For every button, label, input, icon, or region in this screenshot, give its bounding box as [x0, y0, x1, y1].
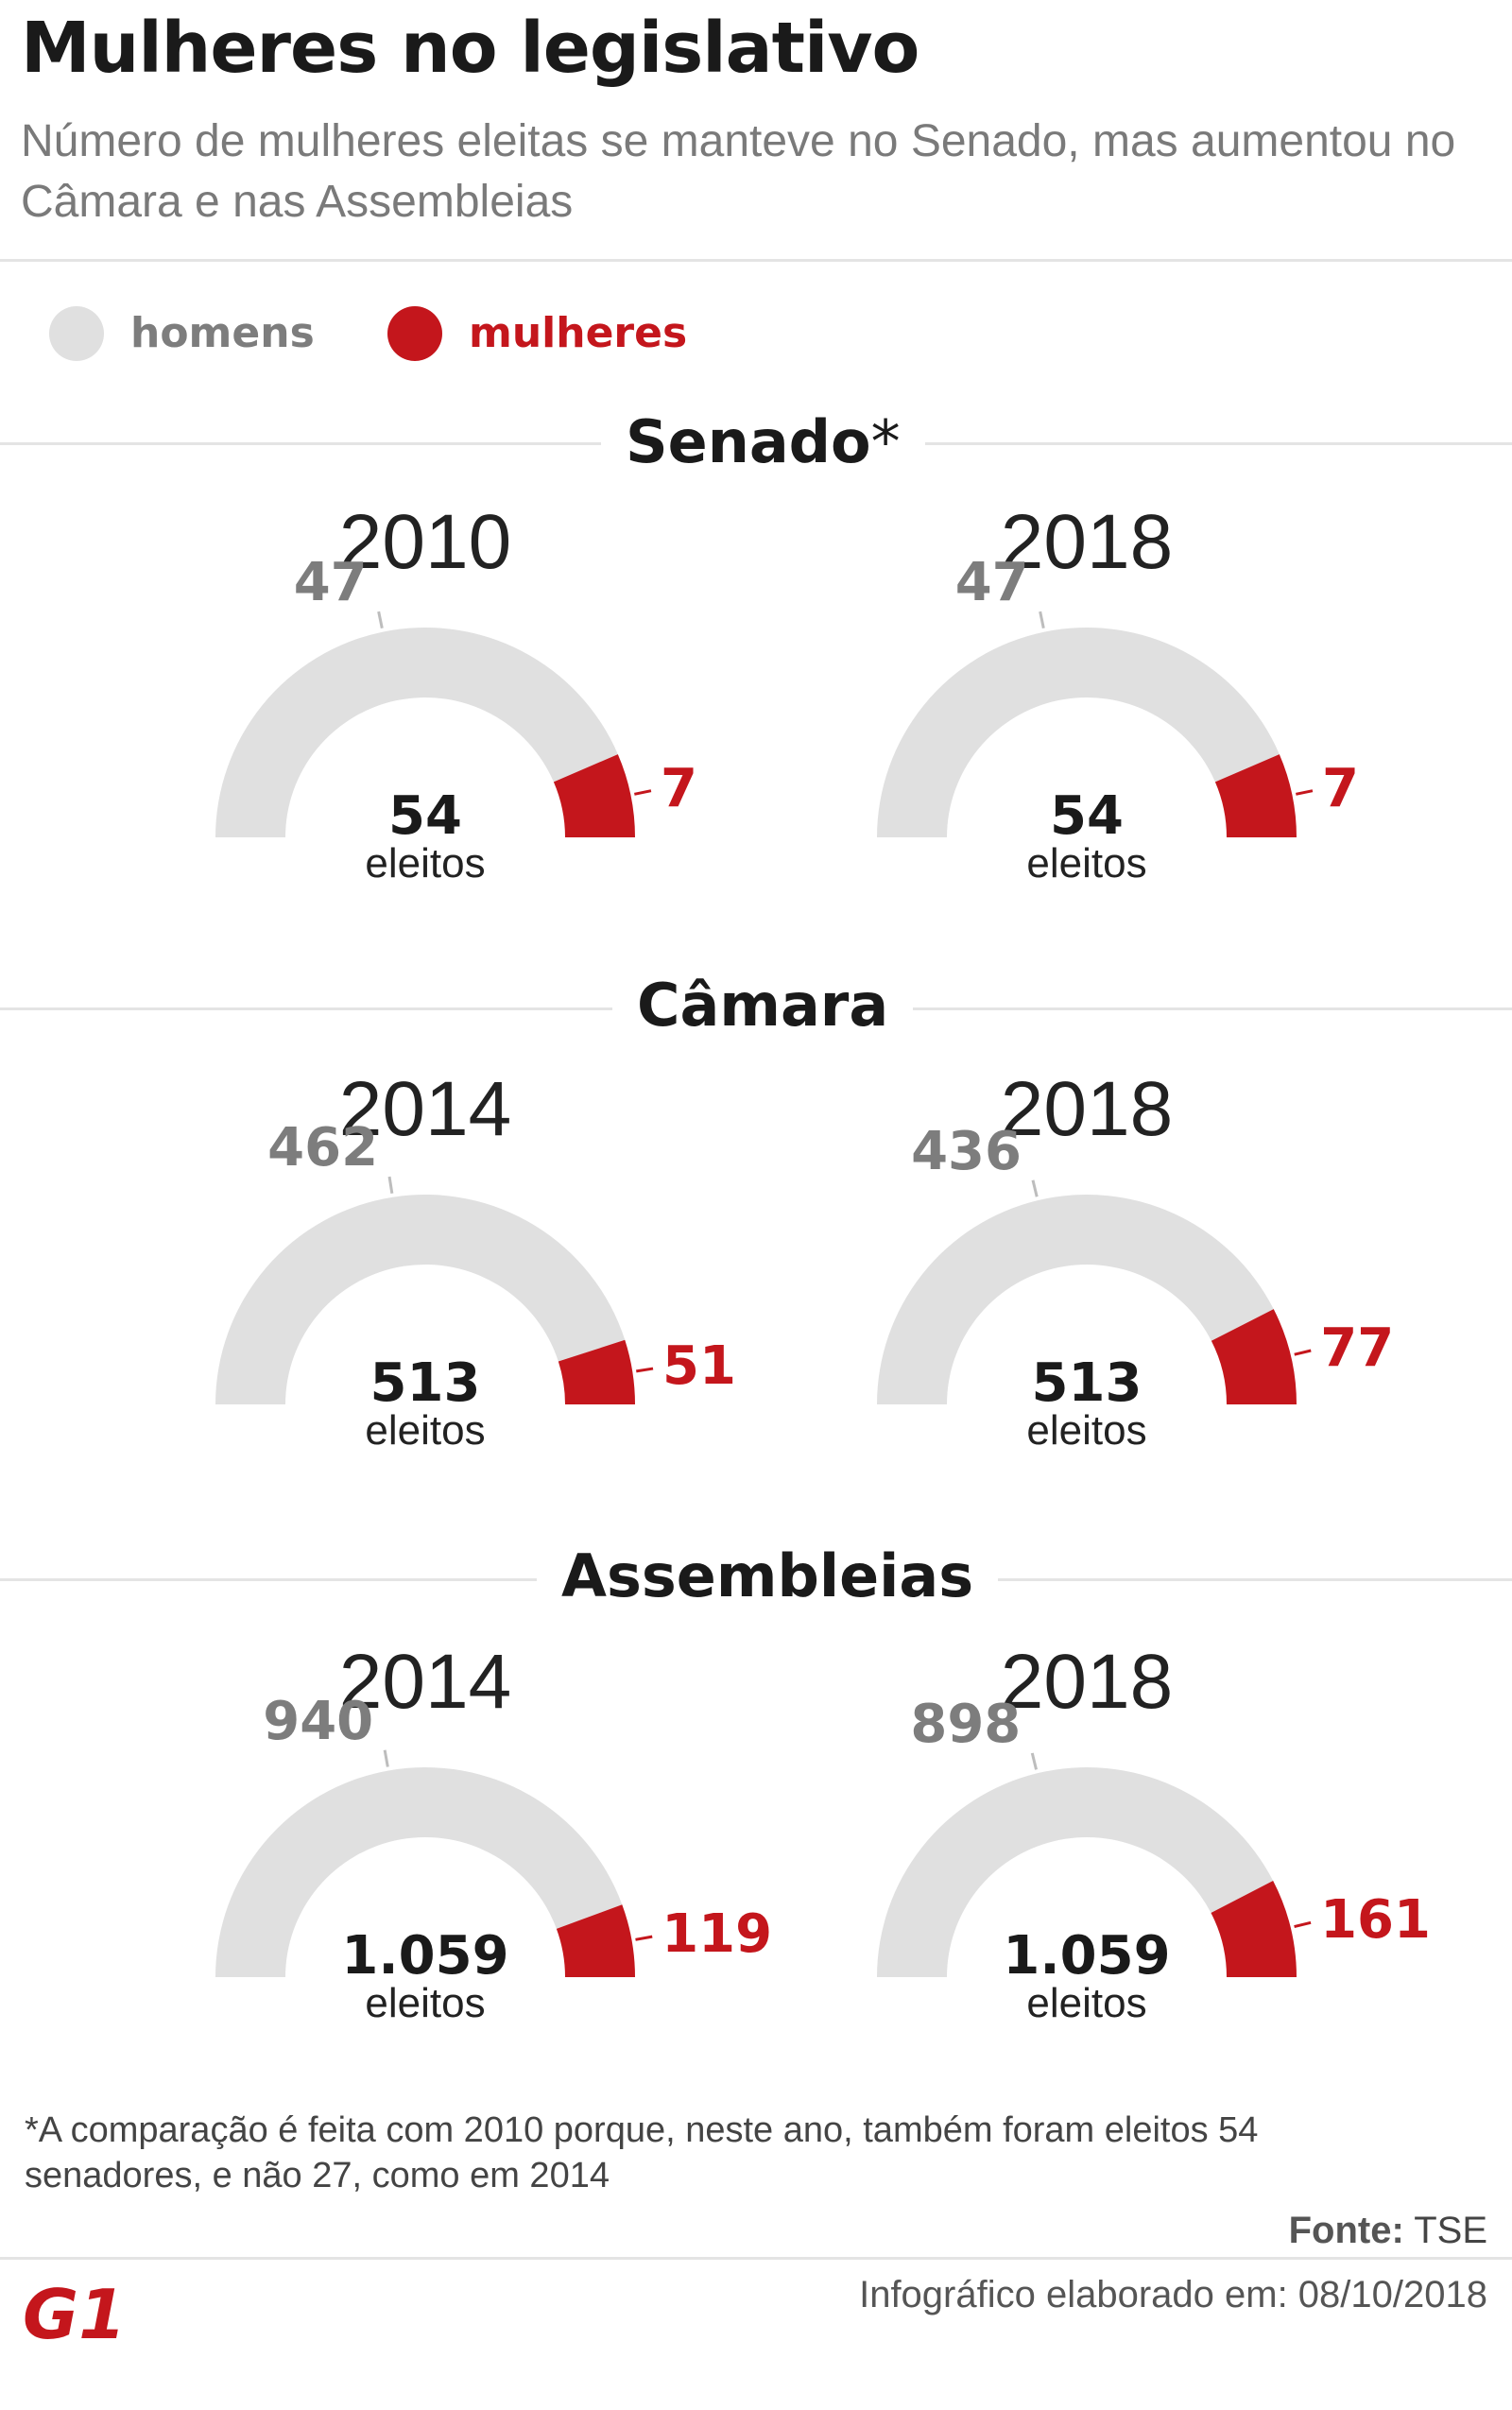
leader-men [1030, 1752, 1038, 1770]
section-title-camara: Câmara [612, 968, 914, 1043]
gauge-assembleias-2018: 2018 1.059 eleitos 898 161 [794, 1635, 1431, 2032]
gauge-unit: eleitos [365, 1980, 486, 2026]
legend-swatch-men [49, 306, 104, 361]
gauge-year: 2010 [338, 499, 512, 585]
arc-women [1211, 1880, 1297, 1977]
value-men: 47 [293, 552, 368, 614]
leader-women [1294, 1349, 1312, 1356]
value-men: 47 [954, 552, 1029, 614]
gauge-total: 513 [369, 1352, 481, 1414]
footer-divider [0, 2257, 1512, 2260]
leader-men [1031, 1179, 1039, 1197]
leader-women [635, 1935, 653, 1941]
gauge-svg [215, 1176, 654, 1404]
gauge-total: 1.059 [341, 1925, 509, 1987]
section-title-camara-text: Câmara [637, 971, 889, 1040]
section-title-senado-asterisk: * [870, 407, 901, 476]
value-women: 161 [1320, 1889, 1431, 1952]
value-women: 51 [662, 1335, 736, 1398]
g1-logo-text: G1 [23, 2280, 125, 2348]
source: Fonte: TSE [1289, 2210, 1487, 2252]
value-men: 436 [911, 1120, 1022, 1182]
value-men: 940 [263, 1690, 374, 1752]
gauge-svg [877, 1752, 1312, 1977]
gauge-svg [877, 1179, 1312, 1404]
section-title-assembleias: Assembleias [537, 1539, 999, 1614]
gauge-camara-2014: 2014 513 eleitos 462 51 [132, 1062, 736, 1459]
gauge-year: 2018 [1000, 499, 1174, 585]
section-title-senado: Senado* [601, 405, 925, 480]
gauge-unit: eleitos [1026, 840, 1147, 887]
leader-women [636, 1367, 654, 1373]
arc-women [1211, 1309, 1297, 1404]
gauge-assembleias-2014: 2014 1.059 eleitos 940 119 [132, 1635, 772, 2032]
gauge-svg [877, 611, 1314, 837]
value-women: 7 [660, 757, 697, 819]
arc-men [215, 1767, 623, 1977]
legend-swatch-women [387, 306, 442, 361]
gauge-year: 2018 [1000, 1639, 1174, 1725]
gauge-total: 54 [1050, 785, 1124, 847]
gauge-total: 513 [1031, 1352, 1143, 1414]
section-title-assembleias-text: Assembleias [561, 1541, 974, 1610]
legend-label-women: mulheres [469, 309, 688, 357]
gauge-camara-2018: 2018 513 eleitos 436 77 [794, 1062, 1394, 1459]
leader-women [634, 789, 652, 796]
leader-men [1039, 611, 1045, 628]
page-title: Mulheres no legislativo [21, 8, 919, 89]
leader-men [377, 611, 384, 628]
gauge-total: 1.059 [1003, 1925, 1171, 1987]
value-men: 462 [267, 1116, 379, 1179]
arc-women [556, 1904, 635, 1977]
leader-women [1294, 1920, 1312, 1928]
section-title-senado-text: Senado [626, 407, 871, 476]
gauge-unit: eleitos [365, 840, 486, 887]
gauge-unit: eleitos [365, 1407, 486, 1454]
leader-men [387, 1176, 394, 1194]
gauge-unit: eleitos [1026, 1407, 1147, 1454]
arc-women [558, 1339, 635, 1404]
arc-men [215, 1194, 626, 1404]
gauge-svg [215, 611, 652, 837]
arc-men [877, 627, 1280, 837]
source-label: Fonte: [1288, 2210, 1404, 2251]
arc-men [215, 627, 618, 837]
footnote: *A comparação é feita com 2010 porque, n… [25, 2110, 1259, 2195]
value-women: 119 [662, 1903, 773, 1966]
page-subtitle: Número de mulheres eleitas se manteve no… [21, 116, 1456, 227]
arc-men [877, 1195, 1274, 1404]
gauge-year: 2018 [1000, 1066, 1174, 1152]
gauge-year: 2014 [338, 1066, 512, 1152]
legend-label-men: homens [130, 309, 315, 357]
arc-women [1214, 754, 1297, 837]
gauge-svg [215, 1749, 653, 1977]
credit: Infográfico elaborado em: 08/10/2018 [859, 2274, 1487, 2315]
gauge-year: 2014 [338, 1639, 512, 1725]
gauge-senado-2010: 2010 54 eleitos 47 7 [132, 495, 718, 892]
value-men: 898 [910, 1693, 1022, 1755]
gauge-total: 54 [388, 785, 462, 847]
gauge-senado-2018: 2018 54 eleitos 47 7 [794, 495, 1380, 892]
header-divider [0, 259, 1512, 262]
value-women: 77 [1320, 1317, 1395, 1379]
value-women: 7 [1321, 757, 1359, 819]
arc-women [553, 754, 635, 837]
gauge-unit: eleitos [1026, 1980, 1147, 2026]
leader-men [383, 1749, 389, 1767]
leader-women [1296, 789, 1314, 796]
source-value: TSE [1414, 2210, 1487, 2251]
g1-logo: G1 [23, 2280, 125, 2348]
arc-men [877, 1767, 1274, 1977]
